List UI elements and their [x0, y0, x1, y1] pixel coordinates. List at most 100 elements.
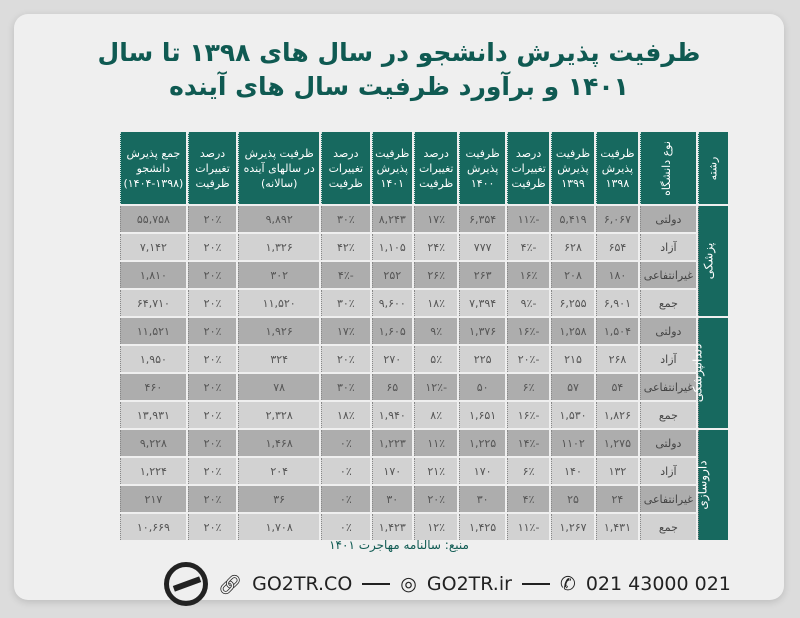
- value-cell: ۲۰۸: [551, 262, 594, 288]
- contact-bar: 🔗︎ GO2TR.CO ◎ GO2TR.ir ✆ 021 43000 021: [164, 562, 731, 606]
- table-row: پزشکی دولتی ۶,۰۶۷ ۵,۴۱۹ -۱۱٪ ۶,۳۵۴ ۱۷٪ ۸,۲۴۳ ۳۰٪…: [120, 206, 728, 316]
- value-cell: ۲۰٪: [187, 514, 237, 540]
- value-cell: ۱۷٪: [413, 206, 458, 232]
- value-cell: ۵۴: [595, 374, 639, 400]
- value-cell: ۲۰٪: [187, 458, 237, 484]
- table-row: آزاد ۲۶۸ ۲۱۵ -۲۰٪ ۲۲۵ ۵٪ ۲۷۰ ۲۰٪ ۳۲۴ ۲۰٪ ۱,۹۵۰: [120, 346, 728, 372]
- value-cell: ۲۶٪: [413, 262, 458, 288]
- value-cell: -۱۶٪: [506, 318, 550, 344]
- value-cell: -۱۲٪: [413, 374, 458, 400]
- university-type-cell: دولتی: [640, 430, 696, 456]
- value-cell: ۲۰٪: [187, 374, 237, 400]
- value-cell: ۲۱۷: [120, 486, 186, 512]
- column-header: درصد تغییرات ظرفیت: [413, 132, 458, 204]
- divider: [362, 583, 391, 585]
- value-cell: ۱۱,۵۲۱: [120, 318, 186, 344]
- column-header: جمع پذیرش دانشجو (۱۳۹۸-۱۴۰۴): [120, 132, 186, 204]
- value-cell: ۲۶۳: [459, 262, 505, 288]
- value-cell: ۲۰٪: [187, 206, 237, 232]
- column-header: درصد تغییرات ظرفیت: [506, 132, 550, 204]
- column-header-label: رشته: [706, 156, 720, 180]
- value-cell: -۲۰٪: [506, 346, 550, 372]
- value-cell: ۳۲۴: [238, 346, 320, 372]
- value-cell: ۱,۸۱۰: [120, 262, 186, 288]
- university-type-cell: غیرانتفاعی: [640, 486, 696, 512]
- link-icon: 🔗︎: [218, 573, 243, 596]
- value-cell: ۶٪: [506, 458, 550, 484]
- column-header: نوع دانشگاه: [640, 132, 696, 204]
- table-row: غیرانتفاعی ۱۸۰ ۲۰۸ ۱۶٪ ۲۶۳ ۲۶٪ ۲۵۲ -۴٪ ۳۰۲ ۲۰٪ ۱,۸…: [120, 262, 728, 288]
- value-cell: ۲۰٪: [187, 262, 237, 288]
- value-cell: ۳۰۲: [238, 262, 320, 288]
- value-cell: ۲۴: [595, 486, 639, 512]
- field-label: داروسازی: [695, 460, 710, 510]
- value-cell: ۱,۶۰۵: [371, 318, 412, 344]
- infographic-card: ظرفیت پذیرش دانشجو در سال های ۱۳۹۸ تا سا…: [14, 14, 784, 606]
- value-cell: ۳۰: [371, 486, 412, 512]
- value-cell: ۱,۴۲۵: [459, 514, 505, 540]
- value-cell: ۷,۱۴۲: [120, 234, 186, 260]
- value-cell: ۰٪: [321, 430, 370, 456]
- value-cell: ۱۷۰: [371, 458, 412, 484]
- go2tr-logo-icon: [164, 562, 208, 606]
- value-cell: ۴۲٪: [321, 234, 370, 260]
- value-cell: ۱,۵۳۰: [551, 402, 594, 428]
- table-row: دندانپزشکی دولتی ۱,۵۰۴ ۱,۲۵۸ -۱۶٪ ۱,۳۷۶ ۹٪ ۱,۶۰…: [120, 318, 728, 428]
- value-cell: ۱۴۰: [551, 458, 594, 484]
- value-cell: ۴۶۰: [120, 374, 186, 400]
- instagram-link[interactable]: GO2TR.ir: [426, 573, 512, 595]
- value-cell: ۰٪: [321, 486, 370, 512]
- value-cell: ۳۰: [459, 486, 505, 512]
- phone-icon: ✆: [559, 573, 576, 595]
- university-type-cell: دولتی: [640, 318, 696, 344]
- website-link[interactable]: GO2TR.CO: [252, 573, 353, 595]
- value-cell: ۲۲۵: [459, 346, 505, 372]
- column-header: درصد تغییرات ظرفیت: [321, 132, 370, 204]
- value-cell: ۶,۰۶۷: [595, 206, 639, 232]
- value-cell: ۱۸٪: [321, 402, 370, 428]
- value-cell: ۱۰,۶۶۹: [120, 514, 186, 540]
- value-cell: ۰٪: [321, 458, 370, 484]
- value-cell: ۱,۹۴۰: [371, 402, 412, 428]
- value-cell: ۱,۲۷۵: [595, 430, 639, 456]
- value-cell: ۱۱۰۲: [551, 430, 594, 456]
- value-cell: ۱۸۰: [595, 262, 639, 288]
- value-cell: ۷,۳۹۴: [459, 290, 505, 316]
- value-cell: ۲۶۸: [595, 346, 639, 372]
- table-row: جمع ۱,۴۳۱ ۱,۲۶۷ -۱۱٪ ۱,۴۲۵ ۱۲٪ ۱,۴۲۳ ۰٪ ۱,۷۰۸ ۲۰٪…: [120, 514, 728, 540]
- field-label: دندانپزشکی: [690, 343, 705, 403]
- value-cell: ۵۷: [551, 374, 594, 400]
- value-cell: ۱,۹۵۰: [120, 346, 186, 372]
- value-cell: ۱,۴۶۸: [238, 430, 320, 456]
- value-cell: ۰٪: [321, 514, 370, 540]
- column-header-label: درصد تغییرات ظرفیت: [195, 146, 230, 190]
- value-cell: ۱,۵۰۴: [595, 318, 639, 344]
- value-cell: ۲۵۲: [371, 262, 412, 288]
- value-cell: -۱۱٪: [506, 206, 550, 232]
- value-cell: ۱,۲۲۴: [120, 458, 186, 484]
- value-cell: ۱,۹۲۶: [238, 318, 320, 344]
- value-cell: ۶۵: [371, 374, 412, 400]
- value-cell: ۸,۲۴۳: [371, 206, 412, 232]
- column-header-label: درصد تغییرات ظرفیت: [511, 146, 546, 190]
- column-header-label: ظرفیت پذیرش ۱۴۰۱: [375, 146, 410, 190]
- value-cell: ۱,۷۰۸: [238, 514, 320, 540]
- university-type-cell: آزاد: [640, 458, 696, 484]
- value-cell: ۱,۶۵۱: [459, 402, 505, 428]
- table-header-row: رشته نوع دانشگاه ظرفیت پذیرش ۱۳۹۸ ظرفیت پذی…: [120, 132, 728, 204]
- value-cell: ۳۰٪: [321, 290, 370, 316]
- value-cell: ۲۰٪: [321, 346, 370, 372]
- field-cell: پزشکی: [697, 206, 728, 316]
- value-cell: ۶٪: [506, 374, 550, 400]
- value-cell: ۵٪: [413, 346, 458, 372]
- phone-number[interactable]: 021 43000 021: [585, 573, 731, 595]
- value-cell: ۱۶٪: [506, 262, 550, 288]
- value-cell: ۱۲٪: [413, 514, 458, 540]
- university-type-cell: آزاد: [640, 346, 696, 372]
- university-type-cell: دولتی: [640, 206, 696, 232]
- value-cell: ۵۰: [459, 374, 505, 400]
- column-header-label: درصد تغییرات ظرفیت: [418, 146, 454, 190]
- value-cell: ۱,۳۲۶: [238, 234, 320, 260]
- value-cell: -۴٪: [506, 234, 550, 260]
- table-row: جمع ۱,۸۲۶ ۱,۵۳۰ -۱۶٪ ۱,۶۵۱ ۸٪ ۱,۹۴۰ ۱۸٪ ۲,۳۲۸ ۲۰٪…: [120, 402, 728, 428]
